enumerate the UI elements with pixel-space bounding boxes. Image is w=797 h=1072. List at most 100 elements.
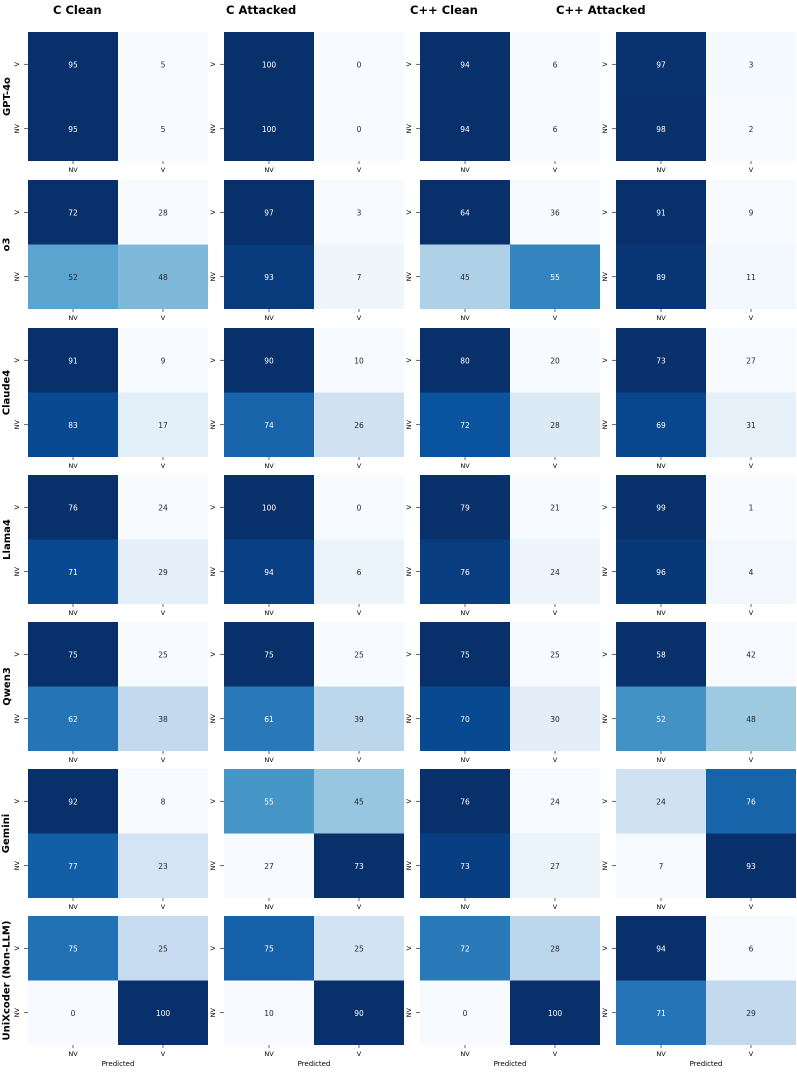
heatmap-cell (420, 180, 510, 245)
heatmap-cell (118, 328, 208, 393)
confusion-panel: 99 1 96 4 V NV NV V (601, 475, 796, 617)
x-tick-label: NV (656, 609, 666, 617)
heatmap-cell (706, 833, 796, 898)
x-tick-label: NV (68, 166, 78, 174)
heatmap-cell (616, 916, 706, 981)
heatmap-cell (706, 622, 796, 687)
heatmap-cell (510, 686, 600, 751)
y-tick-label: NV (601, 272, 609, 282)
y-tick-label: NV (405, 714, 413, 724)
heatmap-cell (420, 916, 510, 981)
x-tick-label: V (161, 609, 166, 617)
x-tick-label: NV (656, 462, 666, 470)
heatmap-cell (118, 475, 208, 540)
y-tick-label: NV (13, 272, 21, 282)
y-tick-label: NV (209, 567, 217, 577)
cell-value-label: 36 (550, 208, 560, 217)
confusion-panel: 100 0 94 6 V NV NV V (209, 475, 404, 617)
x-tick-label: V (357, 903, 362, 911)
cell-value-label: 80 (460, 356, 470, 365)
y-tick-label: V (209, 209, 217, 214)
heatmap-cell (28, 328, 118, 393)
cell-value-label: 38 (158, 715, 168, 724)
heatmap-cell (314, 180, 404, 245)
heatmap-cell (616, 686, 706, 751)
x-tick-label: NV (460, 903, 470, 911)
heatmap-cell (314, 328, 404, 393)
cell-value-label: 94 (460, 60, 470, 69)
cell-value-label: 0 (71, 1009, 76, 1018)
cell-value-label: 48 (158, 273, 168, 282)
cell-value-label: 100 (262, 125, 277, 134)
heatmap-cell (224, 32, 314, 97)
heatmap-cell (314, 539, 404, 604)
cell-value-label: 10 (264, 1009, 274, 1018)
heatmap-cell (510, 392, 600, 457)
cell-value-label: 45 (460, 273, 470, 282)
cell-value-label: 92 (68, 797, 78, 806)
y-tick-label: NV (405, 272, 413, 282)
heatmap-cell (420, 980, 510, 1045)
heatmap-cell (28, 622, 118, 687)
heatmap-cell (510, 328, 600, 393)
x-tick-label: NV (656, 756, 666, 764)
heatmap-cell (420, 769, 510, 834)
cell-value-label: 29 (746, 1009, 756, 1018)
cell-value-label: 6 (553, 125, 558, 134)
heatmap-cell (28, 32, 118, 97)
confusion-panel: 95 5 95 5 V NV NV V (13, 32, 208, 174)
cell-value-label: 71 (656, 1009, 666, 1018)
cell-value-label: 55 (550, 273, 560, 282)
x-tick-label: V (161, 462, 166, 470)
confusion-panel: 91 9 89 11 V NV NV V (601, 180, 796, 322)
cell-value-label: 89 (656, 273, 666, 282)
heatmap-cell (420, 244, 510, 309)
x-tick-label: NV (68, 903, 78, 911)
cell-value-label: 3 (749, 60, 754, 69)
heatmap-cell (224, 833, 314, 898)
x-tick-label: NV (264, 462, 274, 470)
heatmap-cell (616, 980, 706, 1045)
y-tick-label: NV (601, 420, 609, 430)
y-tick-label: NV (601, 714, 609, 724)
cell-value-label: 9 (749, 208, 754, 217)
confusion-panel: 94 6 94 6 V NV NV V (405, 32, 600, 174)
heatmap-cell (118, 686, 208, 751)
y-tick-label: V (13, 651, 21, 656)
confusion-panel: 58 42 52 48 V NV NV V (601, 622, 796, 764)
cell-value-label: 5 (161, 60, 166, 69)
y-tick-label: V (209, 357, 217, 362)
y-tick-label: V (13, 209, 21, 214)
confusion-panel: 75 25 10 90 V NV NV V Predicted (209, 916, 404, 1068)
heatmap-cell (510, 180, 600, 245)
x-tick-label: NV (460, 314, 470, 322)
x-tick-label: V (553, 166, 558, 174)
heatmap-cell (420, 539, 510, 604)
y-tick-label: V (13, 798, 21, 803)
y-tick-label: NV (13, 420, 21, 430)
y-tick-label: NV (405, 861, 413, 871)
y-tick-label: NV (209, 714, 217, 724)
x-tick-label: NV (68, 462, 78, 470)
cell-value-label: 3 (357, 208, 362, 217)
heatmap-cell (420, 328, 510, 393)
y-tick-label: V (209, 651, 217, 656)
y-tick-label: NV (209, 1008, 217, 1018)
confusion-panel: 97 3 93 7 V NV NV V (209, 180, 404, 322)
cell-value-label: 90 (264, 356, 274, 365)
cell-value-label: 100 (262, 60, 277, 69)
confusion-panel: 24 76 7 93 V NV NV V (601, 769, 796, 911)
heatmap-cell (420, 686, 510, 751)
heatmap-cell (616, 392, 706, 457)
heatmap-cell (706, 769, 796, 834)
heatmap-cell (314, 833, 404, 898)
heatmap-cell (224, 769, 314, 834)
cell-value-label: 58 (656, 650, 666, 659)
cell-value-label: 75 (460, 650, 470, 659)
cell-value-label: 96 (656, 568, 666, 577)
heatmap-cell (118, 539, 208, 604)
cell-value-label: 24 (656, 797, 666, 806)
heatmap-cell (224, 980, 314, 1045)
y-tick-label: V (209, 504, 217, 509)
